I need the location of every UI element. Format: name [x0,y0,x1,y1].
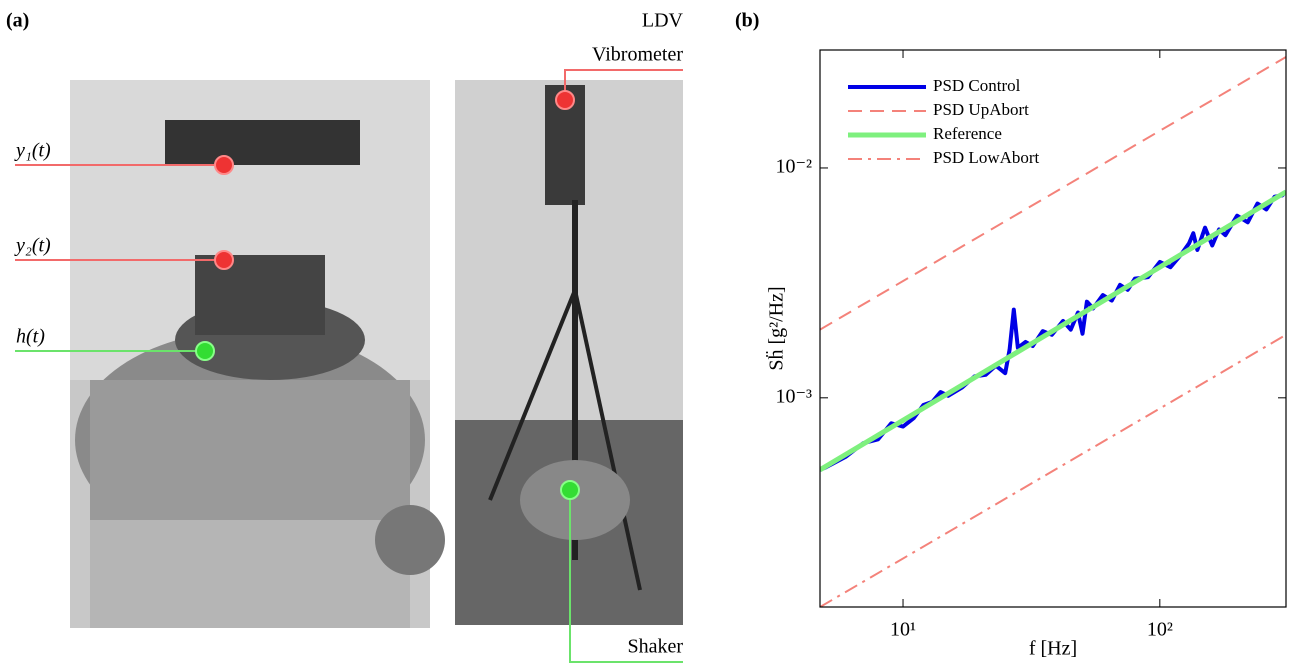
photo-right [455,80,683,625]
annotation: y₁(t) [14,140,51,162]
plot-frame [819,49,1287,608]
legend-label: PSD UpAbort [933,100,1029,119]
y-tick-label: 10⁻³ [775,385,812,407]
data-line [820,56,1286,331]
annotation: LDV [642,10,684,32]
y-axis-label: Sḧ [g²/Hz] [765,286,788,370]
legend-label: Reference [933,124,1002,143]
panel-label: (a) [6,10,29,32]
annotation-leaders [15,69,683,663]
panel-label: (b) [735,10,759,32]
annotation: h(t) [16,326,45,348]
x-tick-label: 10¹ [890,619,916,641]
photo-left [70,80,445,628]
legend-label: PSD LowAbort [933,148,1040,167]
chart: (b) 10¹ 10² 10⁻³ 10⁻² f [Hz] Sḧ [g²/Hz] PSD Con… [735,10,1287,660]
annotation: Vibrometer [592,44,683,66]
y-tick-label: 10⁻² [775,156,812,178]
data-line [820,189,1286,472]
legend-label: PSD Control [933,76,1021,95]
data-line [820,333,1286,607]
x-axis-label: f [Hz] [1029,638,1077,660]
annotation: y₂(t) [14,235,51,257]
annotation: Shaker [627,636,683,658]
x-tick-label: 10² [1147,619,1173,641]
